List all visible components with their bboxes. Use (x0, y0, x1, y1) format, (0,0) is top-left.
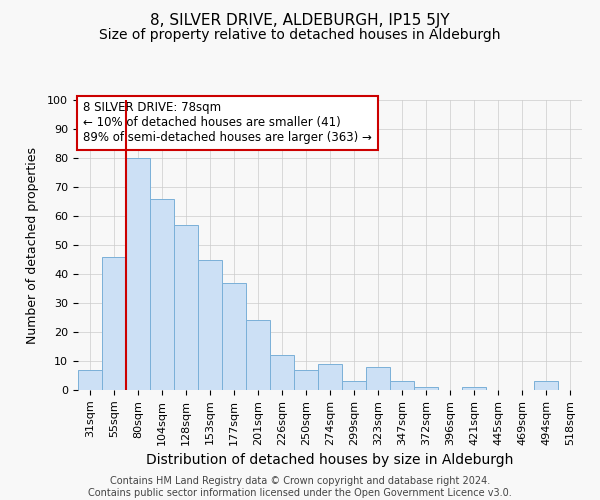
Bar (390, 382, 414, 390)
Text: Size of property relative to detached houses in Aldeburgh: Size of property relative to detached ho… (99, 28, 501, 42)
Bar (78, 370, 102, 390)
Bar (462, 387, 486, 390)
Bar (318, 364, 342, 390)
Y-axis label: Number of detached properties: Number of detached properties (26, 146, 39, 344)
Text: 8, SILVER DRIVE, ALDEBURGH, IP15 5JY: 8, SILVER DRIVE, ALDEBURGH, IP15 5JY (150, 12, 450, 28)
Bar (414, 387, 438, 390)
Bar (246, 320, 270, 390)
Bar (150, 198, 174, 390)
Text: 8 SILVER DRIVE: 78sqm
← 10% of detached houses are smaller (41)
89% of semi-deta: 8 SILVER DRIVE: 78sqm ← 10% of detached … (83, 102, 372, 144)
Bar (294, 370, 318, 390)
Bar (174, 224, 198, 390)
Bar (126, 158, 150, 390)
Bar (366, 367, 390, 390)
Bar (222, 282, 246, 390)
Text: Contains HM Land Registry data © Crown copyright and database right 2024.
Contai: Contains HM Land Registry data © Crown c… (88, 476, 512, 498)
Bar (534, 382, 558, 390)
Bar (102, 256, 126, 390)
X-axis label: Distribution of detached houses by size in Aldeburgh: Distribution of detached houses by size … (146, 453, 514, 467)
Bar (270, 355, 294, 390)
Bar (198, 260, 222, 390)
Bar (342, 382, 366, 390)
